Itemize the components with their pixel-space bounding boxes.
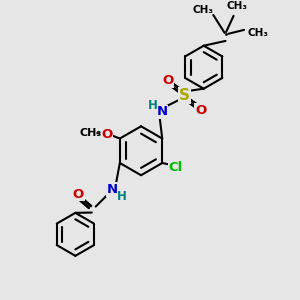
Text: S: S: [179, 88, 190, 103]
Text: O: O: [195, 104, 206, 117]
Text: N: N: [107, 183, 118, 196]
Text: O: O: [73, 188, 84, 200]
Text: N: N: [156, 106, 167, 118]
Text: CH₃: CH₃: [79, 128, 101, 138]
Text: CH₃: CH₃: [226, 1, 247, 11]
Text: Cl: Cl: [168, 161, 182, 174]
Text: H: H: [117, 190, 127, 202]
Text: O: O: [101, 128, 112, 141]
Text: CH₃: CH₃: [193, 4, 214, 15]
Text: O: O: [162, 74, 173, 87]
Text: H: H: [148, 99, 157, 112]
Text: CH₃: CH₃: [248, 28, 269, 38]
